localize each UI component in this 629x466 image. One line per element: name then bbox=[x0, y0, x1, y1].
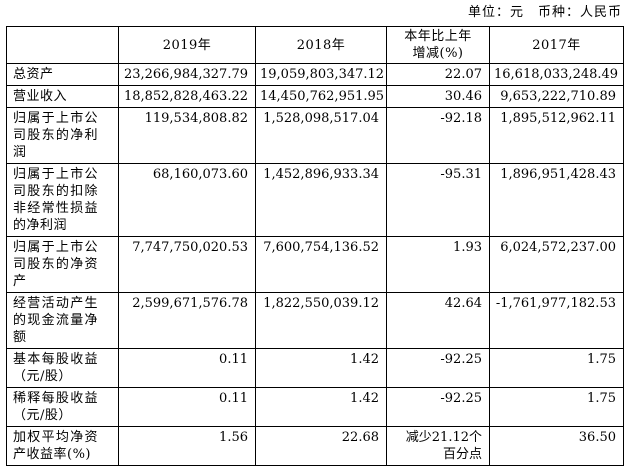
value-2018: 1,452,896,933.34 bbox=[255, 163, 387, 237]
value-2019: 0.11 bbox=[118, 387, 256, 427]
value-2018: 19,059,803,347.12 bbox=[255, 63, 387, 86]
col-header-2017: 2017年 bbox=[489, 26, 624, 64]
table-row: 营业收入 18,852,828,463.22 14,450,762,951.95… bbox=[6, 85, 624, 108]
value-2019: 7,747,750,020.53 bbox=[118, 236, 256, 293]
table-row: 基本每股收益（元/股） 0.11 1.42 -92.25 1.75 bbox=[6, 348, 624, 388]
value-2019: 18,852,828,463.22 bbox=[118, 85, 256, 108]
table-row: 加权平均净资产收益率(%) 1.56 22.68 减少21.12个 百分点 36… bbox=[6, 426, 624, 466]
table-row: 归属于上市公司股东的扣除非经常性损益的净利润 68,160,073.60 1,4… bbox=[6, 163, 624, 237]
col-header-2019: 2019年 bbox=[118, 26, 256, 64]
header-row: 2019年 2018年 本年比上年 增减(%) 2017年 bbox=[6, 26, 624, 64]
col-header-blank bbox=[6, 26, 119, 64]
value-change: 30.46 bbox=[386, 85, 490, 108]
table-row: 经营活动产生的现金流量净额 2,599,671,576.78 1,822,550… bbox=[6, 292, 624, 349]
financial-summary-table: 2019年 2018年 本年比上年 增减(%) 2017年 总资产 23,266… bbox=[6, 26, 624, 466]
row-label: 基本每股收益（元/股） bbox=[6, 348, 119, 388]
table-row: 稀释每股收益（元/股） 0.11 1.42 -92.25 1.75 bbox=[6, 387, 624, 427]
row-label: 营业收入 bbox=[6, 85, 119, 108]
value-change: 42.64 bbox=[386, 292, 490, 349]
row-label: 稀释每股收益（元/股） bbox=[6, 387, 119, 427]
value-2019: 23,266,984,327.79 bbox=[118, 63, 256, 86]
row-label: 归属于上市公司股东的净利润 bbox=[6, 107, 119, 164]
value-2017: 1,895,512,962.11 bbox=[489, 107, 624, 164]
value-2018: 7,600,754,136.52 bbox=[255, 236, 387, 293]
value-2017: 36.50 bbox=[489, 426, 624, 466]
value-2018: 14,450,762,951.95 bbox=[255, 85, 387, 108]
value-change: -92.18 bbox=[386, 107, 490, 164]
row-label: 加权平均净资产收益率(%) bbox=[6, 426, 119, 466]
table-row: 归属于上市公司股东的净资产 7,747,750,020.53 7,600,754… bbox=[6, 236, 624, 293]
value-2018: 22.68 bbox=[255, 426, 387, 466]
value-2018: 1,528,098,517.04 bbox=[255, 107, 387, 164]
value-2019: 119,534,808.82 bbox=[118, 107, 256, 164]
value-change: 减少21.12个 百分点 bbox=[386, 426, 490, 466]
row-label: 归属于上市公司股东的净资产 bbox=[6, 236, 119, 293]
col-header-2018: 2018年 bbox=[255, 26, 387, 64]
value-change: 22.07 bbox=[386, 63, 490, 86]
value-change: -95.31 bbox=[386, 163, 490, 237]
value-change: -92.25 bbox=[386, 387, 490, 427]
value-2018: 1.42 bbox=[255, 387, 387, 427]
value-change: -92.25 bbox=[386, 348, 490, 388]
value-2017: -1,761,977,182.53 bbox=[489, 292, 624, 349]
value-2018: 1.42 bbox=[255, 348, 387, 388]
value-2017: 1,896,951,428.43 bbox=[489, 163, 624, 237]
value-2017: 16,618,033,248.49 bbox=[489, 63, 624, 86]
table-row: 总资产 23,266,984,327.79 19,059,803,347.12 … bbox=[6, 63, 624, 86]
value-2018: 1,822,550,039.12 bbox=[255, 292, 387, 349]
value-2017: 6,024,572,237.00 bbox=[489, 236, 624, 293]
col-header-change: 本年比上年 增减(%) bbox=[386, 26, 490, 64]
row-label: 归属于上市公司股东的扣除非经常性损益的净利润 bbox=[6, 163, 119, 237]
unit-currency-note: 单位：元 币种：人民币 bbox=[467, 5, 622, 20]
value-change: 1.93 bbox=[386, 236, 490, 293]
value-2017: 9,653,222,710.89 bbox=[489, 85, 624, 108]
value-2019: 1.56 bbox=[118, 426, 256, 466]
value-2019: 0.11 bbox=[118, 348, 256, 388]
table-row: 归属于上市公司股东的净利润 119,534,808.82 1,528,098,5… bbox=[6, 107, 624, 164]
value-2019: 68,160,073.60 bbox=[118, 163, 256, 237]
value-2017: 1.75 bbox=[489, 387, 624, 427]
value-2019: 2,599,671,576.78 bbox=[118, 292, 256, 349]
row-label: 总资产 bbox=[6, 63, 119, 86]
row-label: 经营活动产生的现金流量净额 bbox=[6, 292, 119, 349]
value-2017: 1.75 bbox=[489, 348, 624, 388]
